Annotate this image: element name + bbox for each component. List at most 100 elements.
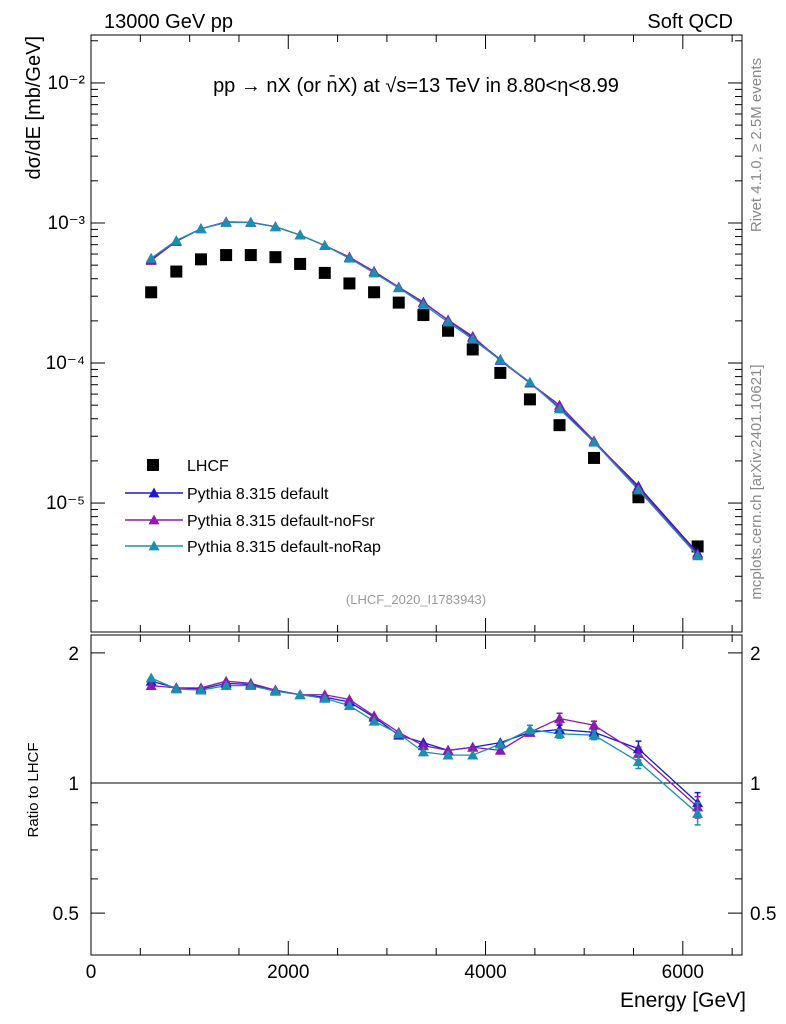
- mc-point-norap: [368, 267, 380, 278]
- mc-point-norap: [294, 229, 306, 240]
- data-point-lhcf: [494, 366, 507, 379]
- ratio-line-nofsr: [151, 680, 699, 808]
- mcplots-label: mcplots.cern.ch [arXiv:2401.10621]: [748, 364, 765, 599]
- ratio-point-norap: [170, 683, 182, 694]
- data-point-lhcf: [588, 451, 601, 464]
- mc-point-norap: [393, 282, 405, 293]
- x-tick-label: 0: [86, 962, 97, 983]
- main-y-tick-label: 10⁻⁵: [46, 493, 85, 514]
- data-point-lhcf: [343, 277, 356, 290]
- ratio-point-norap: [632, 756, 644, 767]
- ratio-point-norap: [368, 715, 380, 726]
- ratio-point-norap: [692, 808, 704, 818]
- mc-point-norap: [245, 216, 257, 227]
- mc-point-norap: [588, 436, 600, 447]
- main-y-tick-label: 10⁻⁴: [46, 353, 85, 374]
- data-point-lhcf: [368, 286, 381, 299]
- ratio-point-nofsr: [467, 741, 479, 752]
- data-point-lhcf: [294, 257, 307, 270]
- data-point-lhcf: [417, 309, 430, 322]
- legend-marker-default: [148, 487, 160, 498]
- mc-point-norap: [195, 223, 207, 234]
- ratio-point-nofsr: [145, 680, 157, 691]
- mc-point-norap: [417, 298, 429, 309]
- ratio-point-norap: [554, 728, 566, 739]
- analysis-label: (LHCF_2020_I1783943): [346, 592, 486, 607]
- x-tick-label: 6000: [662, 962, 704, 983]
- x-axis-title: Energy [GeV]: [620, 989, 746, 1012]
- main-panel-frame: [90, 34, 743, 633]
- legend-marker-lhcf: [147, 459, 159, 471]
- legend-label-norap: Pythia 8.315 default-noRap: [187, 539, 381, 556]
- series-line-default: [150, 221, 699, 554]
- data-point-lhcf: [244, 249, 257, 262]
- ratio-point-norap: [319, 692, 331, 703]
- mc-point-norap: [692, 550, 704, 561]
- data-point-lhcf: [145, 286, 158, 299]
- main-y-tick-label: 10⁻³: [48, 213, 86, 234]
- ratio-point-norap: [393, 728, 405, 739]
- data-point-lhcf: [170, 265, 183, 278]
- mc-point-norap: [554, 403, 566, 414]
- main-plot-area: [145, 216, 704, 561]
- mc-point-norap: [467, 333, 479, 344]
- x-tick-label: 2000: [267, 962, 309, 983]
- ratio-point-norap: [442, 749, 454, 760]
- data-point-lhcf: [442, 324, 455, 337]
- legend-label-lhcf: LHCF: [187, 458, 229, 475]
- ratio-point-nofsr: [554, 713, 566, 723]
- mc-point-norap: [494, 354, 506, 365]
- mc-point-norap: [220, 216, 232, 227]
- data-point-lhcf: [269, 251, 282, 264]
- legend: LHCF Pythia 8.315 default Pythia 8.315 d…: [125, 458, 381, 556]
- data-point-lhcf: [318, 266, 331, 279]
- x-tick-label: 4000: [464, 962, 506, 983]
- ratio-y-tick-label-left: 1: [68, 774, 79, 795]
- ratio-plot-area: [145, 672, 704, 826]
- ratio-point-norap: [220, 680, 232, 691]
- mc-point-norap: [319, 240, 331, 250]
- ratio-point-norap: [524, 723, 536, 734]
- ratio-y-tick-label-right: 1: [750, 774, 761, 795]
- ratio-point-nofsr: [417, 740, 429, 751]
- ratio-point-norap: [588, 729, 600, 740]
- mc-point-norap: [170, 234, 182, 245]
- main-y-axis-title: dσ/dE [mb/GeV]: [23, 36, 45, 180]
- ratio-panel-frame: [90, 634, 743, 956]
- ratio-point-norap: [245, 680, 257, 691]
- series-line-nofsr: [150, 221, 699, 555]
- ratio-point-nofsr: [588, 719, 600, 730]
- series-line-norap: [150, 221, 699, 557]
- ratio-point-norap: [195, 684, 207, 695]
- mc-point-norap: [145, 252, 157, 263]
- ratio-point-norap: [467, 749, 479, 760]
- ratio-y-tick-label-right: 0.5: [750, 904, 776, 925]
- legend-label-default: Pythia 8.315 default: [187, 486, 329, 503]
- legend-marker-nofsr: [148, 514, 160, 525]
- mc-point-norap: [524, 376, 536, 387]
- mc-point-norap: [269, 221, 281, 232]
- ratio-point-nofsr: [343, 694, 355, 704]
- ratio-y-tick-label-right: 2: [750, 644, 761, 665]
- header-right-label: Soft QCD: [647, 11, 733, 33]
- main-y-axis-ticks: 10⁻⁵ 10⁻⁴ 10⁻³ 10⁻²: [46, 35, 742, 632]
- main-y-tick-label: 10⁻²: [48, 73, 86, 94]
- header-left-label: 13000 GeV pp: [104, 11, 233, 33]
- data-point-lhcf: [466, 343, 479, 356]
- ratio-point-nofsr: [368, 710, 380, 721]
- legend-label-nofsr: Pythia 8.315 default-noFsr: [187, 513, 375, 530]
- ratio-point-norap: [343, 700, 355, 711]
- chart-title: pp → nX (or n̄X) at √s=13 TeV in 8.80<η<…: [213, 74, 619, 97]
- data-point-lhcf: [523, 393, 536, 406]
- ratio-axes-ticks: 0.5 0.5 1 1 2 2 0 2000 4000 6000: [53, 635, 776, 983]
- ratio-point-norap: [145, 672, 157, 683]
- data-point-lhcf: [392, 296, 405, 309]
- mc-point-norap: [442, 316, 454, 327]
- ratio-point-norap: [294, 689, 306, 700]
- ratio-point-norap: [417, 746, 429, 757]
- ratio-y-tick-label-left: 2: [68, 644, 79, 665]
- mc-point-norap: [343, 252, 355, 263]
- data-point-lhcf: [220, 249, 233, 262]
- rivet-version-label: Rivet 4.1.0, ≥ 2.5M events: [748, 58, 765, 232]
